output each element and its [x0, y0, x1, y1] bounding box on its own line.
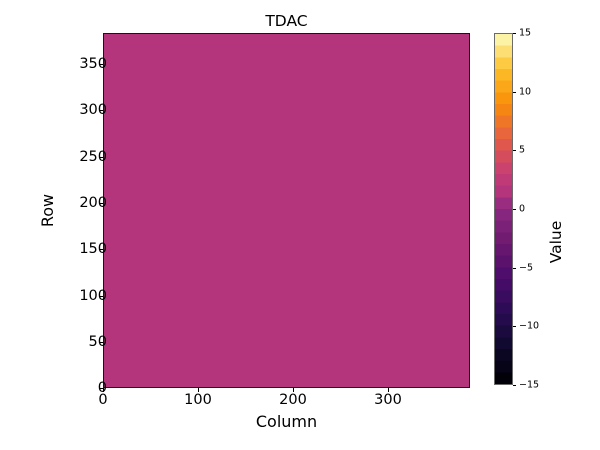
ytick-label-1: 50 [88, 333, 107, 350]
colorbar-tick-label-4: 5 [519, 144, 526, 156]
xtick-mark-1 [198, 388, 200, 392]
colorbar-tick-mark-3 [513, 209, 517, 210]
xtick-label-2: 200 [279, 392, 307, 408]
ytick-label-0: 0 [97, 380, 107, 396]
x-axis-label: Column [255, 412, 318, 431]
ytick-label-6: 300 [79, 102, 107, 119]
colorbar-tick-label-5: 10 [519, 86, 532, 98]
ytick-mark-7 [99, 64, 103, 66]
colorbar-tick-mark-6 [513, 33, 517, 34]
ytick-label-3: 150 [79, 241, 107, 258]
ytick-mark-1 [99, 341, 103, 343]
colorbar [494, 33, 513, 385]
ytick-label-2: 100 [79, 287, 107, 304]
xtick-label-3: 300 [374, 392, 402, 408]
ytick-label-5: 250 [79, 148, 107, 165]
colorbar-tick-label-1: −10 [519, 320, 540, 332]
ytick-mark-2 [99, 295, 103, 297]
ytick-mark-5 [99, 156, 103, 158]
chart-title: TDAC [265, 12, 308, 30]
y-axis-label: Row [38, 193, 57, 228]
colorbar-tick-mark-1 [513, 326, 517, 328]
colorbar-tick-label-2: −5 [519, 262, 534, 274]
colorbar-tick-mark-4 [513, 150, 517, 152]
xtick-label-0: 0 [98, 392, 108, 408]
heatmap-image [104, 34, 469, 387]
colorbar-tick-mark-2 [513, 267, 517, 269]
xtick-label-1: 100 [184, 392, 212, 408]
colorbar-tick-label-0: −15 [519, 379, 540, 391]
colorbar-tick-mark-5 [513, 91, 517, 93]
ytick-mark-4 [99, 202, 103, 204]
ytick-mark-6 [99, 110, 103, 112]
colorbar-tick-label-3: 0 [519, 203, 526, 215]
xtick-mark-3 [388, 388, 390, 392]
colorbar-tick-label-6: 15 [519, 27, 532, 39]
colorbar-gradient [495, 34, 512, 384]
ytick-label-7: 350 [79, 56, 107, 73]
xtick-mark-0 [103, 388, 105, 392]
colorbar-label: Value [547, 220, 565, 264]
colorbar-tick-mark-0 [513, 385, 517, 386]
xtick-mark-2 [293, 388, 295, 392]
heatmap-plot-area [103, 33, 470, 388]
ytick-mark-0 [99, 388, 103, 390]
ytick-label-4: 200 [79, 194, 107, 211]
ytick-mark-3 [99, 249, 103, 251]
